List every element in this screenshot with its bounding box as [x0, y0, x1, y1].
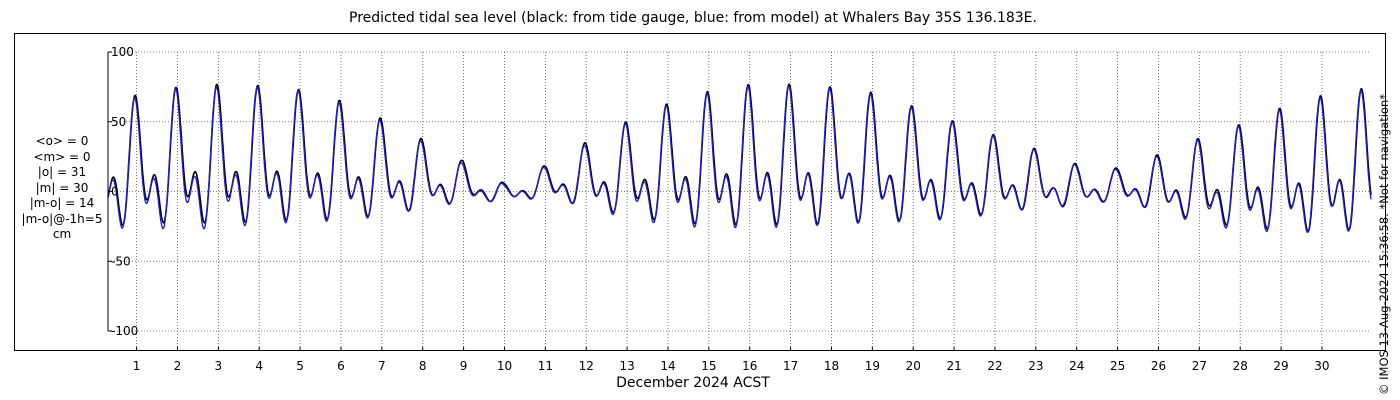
watermark-text: © IMOS 13-Aug-2024 15:36:58. *Not for na… — [1377, 94, 1391, 395]
copyright-watermark: © IMOS 13-Aug-2024 15:36:58. *Not for na… — [1377, 0, 1393, 395]
x-tick-label: 1 — [133, 359, 141, 373]
x-tick-label: 12 — [579, 359, 594, 373]
x-tick-label: 6 — [337, 359, 345, 373]
stat-unit: cm — [52, 227, 72, 241]
x-tick-label: 2 — [174, 359, 182, 373]
x-tick-label: 22 — [987, 359, 1002, 373]
y-tick-label: -100 — [111, 324, 138, 338]
series — [107, 83, 1372, 234]
x-tick-label: 9 — [460, 359, 468, 373]
x-tick-label: 10 — [497, 359, 512, 373]
stat-mean-model: <m> = 0 — [33, 149, 91, 164]
x-tick-label: 17 — [783, 359, 798, 373]
x-tick-label: 25 — [1110, 359, 1125, 373]
x-tick-label: 13 — [619, 359, 634, 373]
statistics-panel: <o> = 0 <m> = 0 |o| = 31 |m| = 30 |m-o| … — [14, 134, 110, 243]
x-tick-label: 29 — [1273, 359, 1288, 373]
y-tick-label: 100 — [111, 45, 134, 59]
y-tick-label: -50 — [111, 254, 131, 268]
x-tick-label: 21 — [946, 359, 961, 373]
stat-abs-diff-lagged: |m-o|@-1h=5 — [21, 211, 103, 226]
x-tick-label: 19 — [865, 359, 880, 373]
x-tick-label: 23 — [1028, 359, 1043, 373]
x-tick-label: 11 — [538, 359, 553, 373]
stat-abs-observed: |o| = 31 — [37, 165, 87, 179]
x-tick-label: 26 — [1151, 359, 1166, 373]
x-tick-label: 16 — [742, 359, 757, 373]
stat-abs-model: |m| = 30 — [35, 180, 89, 195]
x-tick-label: 28 — [1233, 359, 1248, 373]
stat-abs-diff: |m-o| = 14 — [29, 196, 95, 210]
grid — [108, 51, 1371, 351]
stat-mean-observed: <o> = 0 — [35, 134, 89, 148]
figure-border — [14, 33, 1386, 351]
x-tick-label: 7 — [378, 359, 386, 373]
x-tick-label: 24 — [1069, 359, 1084, 373]
x-tick-label: 18 — [824, 359, 839, 373]
x-axis-label: December 2024 ACST — [616, 375, 770, 391]
x-tick-label: 27 — [1192, 359, 1207, 373]
y-tick-label: 0 — [111, 185, 119, 199]
x-tick-label: 5 — [296, 359, 304, 373]
x-tick-label: 15 — [701, 359, 716, 373]
x-tick-label: 14 — [660, 359, 675, 373]
y-tick-label: 50 — [111, 115, 126, 129]
x-tick-label: 3 — [215, 359, 223, 373]
x-tick-label: 20 — [906, 359, 921, 373]
chart-title: Predicted tidal sea level (black: from t… — [349, 10, 1037, 26]
x-tick-label: 30 — [1314, 359, 1329, 373]
series-line-model — [107, 85, 1372, 234]
x-tick-label: 4 — [255, 359, 263, 373]
x-tick-label: 8 — [419, 359, 427, 373]
